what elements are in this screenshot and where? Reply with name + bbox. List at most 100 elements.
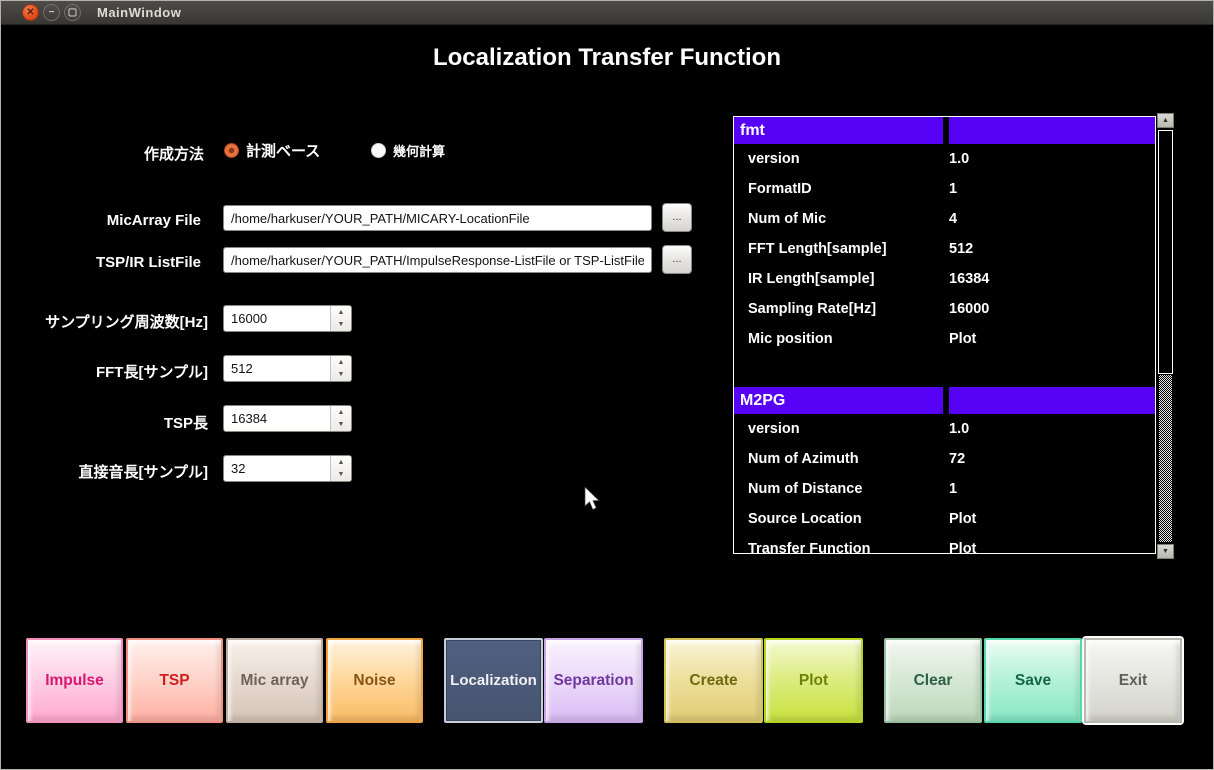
table-row[interactable]: Source Location Plot [734,504,1155,534]
table-row[interactable]: version 1.0 [734,144,1155,174]
radio-measurement-based[interactable]: 計測ベース [224,140,320,161]
titlebar: ✕ − ▢ MainWindow [1,1,1213,25]
radio-geometric-calc[interactable]: 幾何計算 [371,141,445,160]
fft-length-label: FFT長[サンプル] [95,364,208,381]
scrollbar-thumb[interactable] [1158,130,1173,374]
radio-unselected-icon [371,143,386,158]
mouse-cursor [584,486,602,518]
table-row[interactable]: IR Length[sample] 16384 [734,264,1155,294]
table-row[interactable]: FormatID 1 [734,174,1155,204]
transfer-function-info-table[interactable]: fmt version 1.0 FormatID 1 Num of Mic 4 FFT… [733,116,1156,554]
table-cell-key: Source Location [748,511,862,527]
exit-button[interactable]: Exit [1084,638,1182,723]
noise-button[interactable]: Noise [326,638,423,723]
tsp-length-spinbox[interactable]: ▲ ▼ [223,405,352,432]
table-cell-key: version [748,151,800,167]
table-cell-value: 72 [949,451,966,467]
table-cell-value: 1 [949,481,958,497]
spin-down-icon[interactable]: ▼ [337,471,345,479]
tsp-ir-listfile-label: TSP/IR ListFile [95,254,201,271]
table-cell-value: Plot [949,541,977,554]
page-title: Localization Transfer Function [432,44,782,71]
table-cell-key: Num of Distance [748,481,863,497]
table-gap [734,354,1155,387]
table-row[interactable]: FFT Length[sample] 512 [734,234,1155,264]
radio-label: 幾何計算 [393,144,446,159]
table-section-header-m2pg: M2PG [734,387,1155,414]
window-title: MainWindow [97,5,182,20]
table-cell-key: FFT Length[sample] [748,241,887,257]
table-row[interactable]: Transfer Function Plot [734,534,1155,554]
section-title: M2PG [740,391,786,409]
table-cell-key: Transfer Function [748,541,871,554]
table-cell-value: 1 [949,181,958,197]
clear-button[interactable]: Clear [884,638,982,723]
spin-up-icon[interactable]: ▲ [337,458,345,466]
table-row[interactable]: Num of Mic 4 [734,204,1155,234]
scroll-up-icon[interactable]: ▲ [1157,113,1174,128]
plot-button[interactable]: Plot [764,638,863,723]
tsp-length-label: TSP長 [163,415,208,432]
table-row[interactable]: Num of Distance 1 [734,474,1155,504]
table-cell-value: 512 [949,241,974,257]
spin-up-icon[interactable]: ▲ [337,308,345,316]
tsp-length-value[interactable] [224,406,330,431]
spinner-buttons: ▲ ▼ [330,406,351,431]
spin-up-icon[interactable]: ▲ [337,408,345,416]
scrollbar-track[interactable] [1159,375,1172,542]
save-button[interactable]: Save [984,638,1082,723]
direct-sound-length-value[interactable] [224,456,330,481]
direct-sound-length-spinbox[interactable]: ▲ ▼ [223,455,352,482]
micarray-browse-button[interactable]: ... [662,203,692,232]
create-button[interactable]: Create [664,638,763,723]
table-scrollbar[interactable]: ▲ ▼ [1157,113,1174,559]
spin-up-icon[interactable]: ▲ [337,358,345,366]
table-cell-value: 16000 [949,301,990,317]
table-row[interactable]: Sampling Rate[Hz] 16000 [734,294,1155,324]
spin-down-icon[interactable]: ▼ [337,321,345,329]
close-icon[interactable]: ✕ [22,4,39,21]
mic-array-button[interactable]: Mic array [226,638,323,723]
impulse-button[interactable]: Impulse [26,638,123,723]
table-row[interactable]: Mic position Plot [734,324,1155,354]
table-cell-value: 1.0 [949,421,970,437]
maximize-icon[interactable]: ▢ [64,4,81,21]
table-cell-value: Plot [949,511,977,527]
spin-down-icon[interactable]: ▼ [337,421,345,429]
table-row[interactable]: Num of Azimuth 72 [734,444,1155,474]
fft-length-spinbox[interactable]: ▲ ▼ [223,355,352,382]
spinner-buttons: ▲ ▼ [330,456,351,481]
separation-button[interactable]: Separation [544,638,643,723]
minimize-icon[interactable]: − [43,4,60,21]
tsp-button[interactable]: TSP [126,638,223,723]
table-cell-key: Num of Mic [748,211,827,227]
table-section-header-fmt: fmt [734,117,1155,144]
spinner-buttons: ▲ ▼ [330,356,351,381]
fft-length-value[interactable] [224,356,330,381]
tsp-ir-listfile-input[interactable] [223,247,652,273]
micarray-file-label: MicArray File [106,212,201,229]
table-cell-value: 4 [949,211,958,227]
localization-button[interactable]: Localization [444,638,543,723]
tsp-ir-browse-button[interactable]: ... [662,245,692,274]
table-cell-key: IR Length[sample] [748,271,875,287]
micarray-file-input[interactable] [223,205,652,231]
table-cell-key: Sampling Rate[Hz] [748,301,877,317]
column-divider [943,117,949,144]
table-cell-value: 1.0 [949,151,970,167]
scroll-down-icon[interactable]: ▼ [1157,544,1174,559]
method-label: 作成方法 [143,146,204,163]
sampling-rate-spinbox[interactable]: ▲ ▼ [223,305,352,332]
table-cell-value: 16384 [949,271,990,287]
radio-selected-icon [224,143,239,158]
sampling-rate-label: サンプリング周波数[Hz] [45,314,208,331]
table-cell-key: Num of Azimuth [748,451,859,467]
table-cell-value: Plot [949,331,977,347]
column-divider [943,387,949,414]
table-cell-key: FormatID [748,181,812,197]
table-row[interactable]: version 1.0 [734,414,1155,444]
sampling-rate-value[interactable] [224,306,330,331]
section-title: fmt [740,121,765,139]
spin-down-icon[interactable]: ▼ [337,371,345,379]
